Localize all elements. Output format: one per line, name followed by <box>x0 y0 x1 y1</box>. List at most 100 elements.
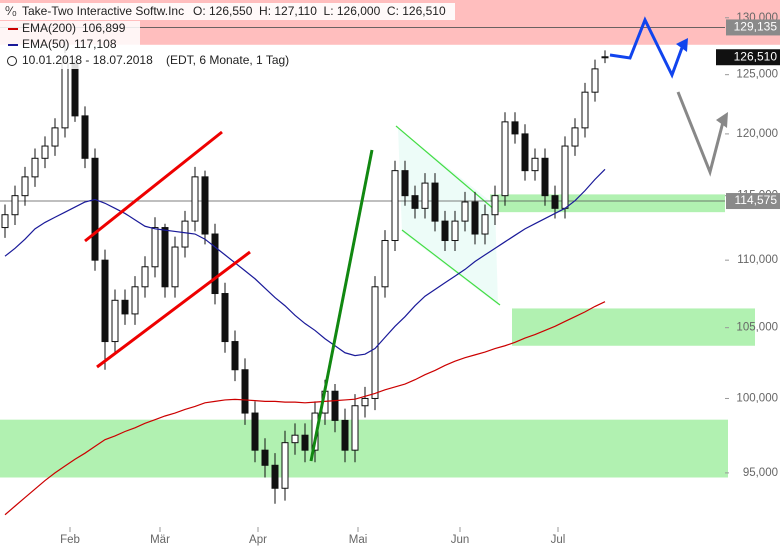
zone <box>490 194 725 213</box>
candle-body <box>181 220 189 248</box>
price-label-bg <box>726 19 780 36</box>
candle-body <box>501 121 509 197</box>
candle-body <box>201 176 209 235</box>
candle-body <box>371 286 379 399</box>
arrow-head <box>716 112 728 128</box>
ema-line <box>4 168 606 357</box>
x-tick-label: Jun <box>451 534 470 546</box>
date-bg <box>0 53 295 69</box>
candle-body <box>571 127 579 147</box>
trend-line <box>309 149 374 462</box>
candle-body <box>61 62 69 129</box>
last-price-bg <box>716 49 780 66</box>
candle-body <box>511 121 519 135</box>
channel-line <box>395 125 496 211</box>
projection <box>609 16 685 79</box>
legend-bg <box>0 21 140 55</box>
candle-body <box>421 182 429 209</box>
candle-body <box>221 293 229 343</box>
candle-body <box>161 227 169 288</box>
title: Take-Two Interactive Softw.Inc <box>22 4 184 18</box>
candle-body <box>171 246 179 288</box>
candle-body <box>51 127 59 147</box>
candle-body <box>351 405 359 451</box>
x-tick-label: Mai <box>349 534 368 546</box>
candle-body <box>271 464 279 489</box>
candle-body <box>71 62 79 117</box>
candle-body <box>541 157 549 197</box>
legend-value: 106,899 <box>82 21 126 35</box>
candle-body <box>531 157 539 172</box>
candle-body <box>1 214 9 229</box>
candle-body <box>361 397 369 407</box>
header-bg <box>0 3 455 20</box>
candle-body <box>561 145 569 209</box>
candle-body <box>191 176 199 222</box>
candle-body <box>481 214 489 235</box>
candle-body <box>401 170 409 197</box>
ema-line <box>4 301 606 516</box>
price-label-bg <box>726 193 780 210</box>
candle-body <box>341 419 349 451</box>
candle-body <box>441 220 449 242</box>
projection <box>676 91 725 177</box>
candle-body <box>491 195 499 216</box>
x-tick-label: Apr <box>249 534 267 546</box>
candle-body <box>141 266 149 288</box>
candle-body <box>391 170 399 242</box>
zone <box>512 308 755 346</box>
candle-body <box>21 176 29 197</box>
trend-line <box>84 130 223 243</box>
candle-body <box>471 201 479 235</box>
trend-line <box>96 250 251 369</box>
candle-body <box>131 286 139 315</box>
trend-lines <box>84 16 728 462</box>
candle-body <box>301 434 309 451</box>
candle-body <box>251 412 259 451</box>
candle-body <box>231 341 239 371</box>
clock-icon <box>7 56 17 66</box>
candle-body <box>151 227 159 268</box>
candles <box>1 40 609 504</box>
price-label: 129,135 <box>734 20 778 34</box>
icon: ⁰⁄₀ <box>5 4 17 18</box>
candle-body <box>451 220 459 242</box>
candle-body <box>11 195 19 216</box>
candle-body <box>281 442 289 489</box>
legend-label: EMA(50) <box>22 37 69 51</box>
y-tick-label: 125,000 <box>736 69 778 81</box>
candle-body <box>31 157 39 178</box>
candle-body <box>521 133 529 172</box>
annotations <box>395 125 501 306</box>
y-tick-label: 100,000 <box>736 393 778 405</box>
legend-label: EMA(200) <box>22 21 76 35</box>
ema-lines <box>4 168 606 516</box>
y-tick-label: 120,000 <box>736 128 778 140</box>
y-tick-label: 95,000 <box>743 467 778 479</box>
last-price-label: 126,510 <box>734 49 778 63</box>
candle-body <box>41 145 49 159</box>
y-tick-label: 105,000 <box>736 322 778 334</box>
candle-body <box>601 56 609 59</box>
legend-value: 117,108 <box>74 37 117 51</box>
y-tick-label: 110,000 <box>737 254 778 266</box>
candle-body <box>111 299 119 343</box>
x-tick-label: Jul <box>551 534 566 546</box>
candle-body <box>461 201 469 222</box>
candle-body <box>91 157 99 261</box>
ohlc: O: 126,550 H: 127,110 L: 126,000 C: 126,… <box>193 4 446 18</box>
zones <box>0 0 780 478</box>
candle-body <box>591 68 599 93</box>
x-tick-label: Feb <box>60 534 80 546</box>
zone <box>0 419 728 478</box>
date-range: 10.01.2018 - 18.07.2018 <box>22 53 153 67</box>
period: (EDT, 6 Monate, 1 Tag) <box>166 53 289 67</box>
candle-body <box>381 240 389 288</box>
price-label: 114,575 <box>735 193 778 207</box>
candle-body <box>411 195 419 209</box>
candle-body <box>551 195 559 209</box>
candle-body <box>331 390 339 421</box>
candle-body <box>431 182 439 222</box>
header: ⁰⁄₀ Take-Two Interactive Softw.Inc O: 12… <box>0 3 455 69</box>
